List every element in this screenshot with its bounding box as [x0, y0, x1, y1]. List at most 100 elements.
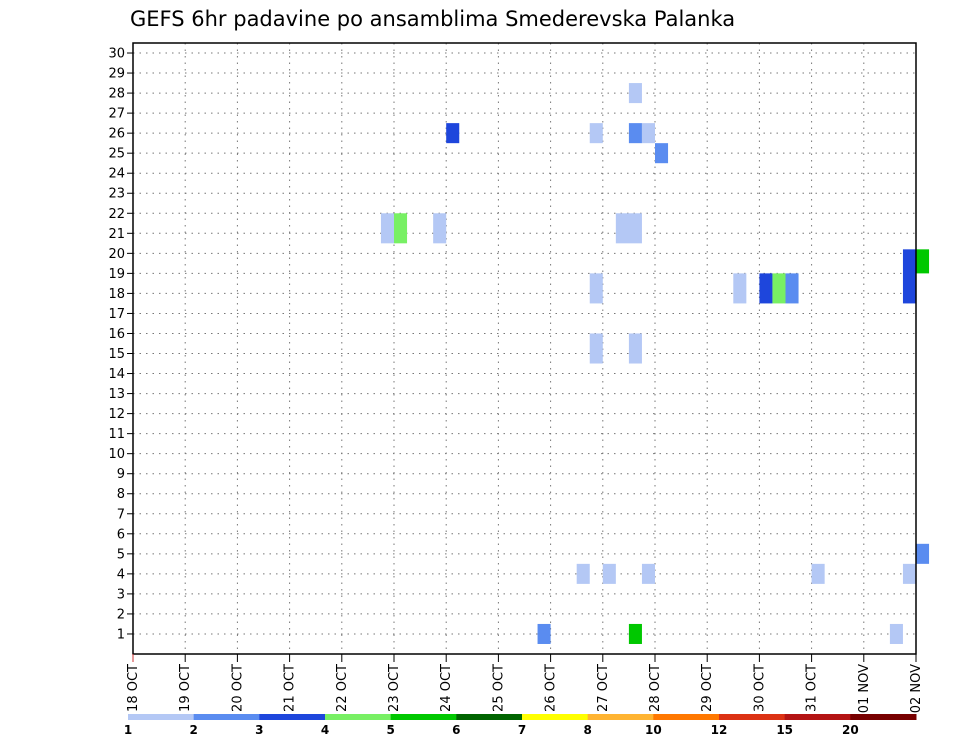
data-cell [589, 273, 603, 304]
data-cell [733, 273, 747, 304]
data-cell [602, 563, 616, 584]
x-tick-label: 01 NOV [857, 664, 872, 713]
data-cell [628, 333, 642, 364]
y-tick-label: 15 [108, 347, 125, 362]
y-tick-label: 8 [117, 487, 125, 502]
legend-label: 3 [255, 723, 263, 737]
x-tick-label: 30 OCT [752, 664, 767, 712]
data-cell [576, 563, 590, 584]
data-cell [615, 213, 642, 244]
data-cell [811, 563, 825, 584]
legend-label: 7 [518, 723, 526, 737]
chart-title: GEFS 6hr padavine po ansamblima Smederev… [130, 7, 735, 31]
y-tick-label: 1 [117, 627, 125, 642]
data-cell [655, 143, 669, 164]
legend-label: 8 [583, 723, 591, 737]
x-tick-label: 23 OCT [387, 664, 402, 712]
legend-swatch [390, 714, 457, 720]
y-tick-label: 30 [108, 47, 125, 62]
y-tick-label: 22 [108, 207, 125, 222]
y-tick-label: 20 [108, 247, 125, 262]
y-tick-label: 5 [117, 547, 125, 562]
data-cell [641, 563, 655, 584]
data-cell [772, 273, 786, 304]
y-tick-label: 6 [117, 527, 125, 542]
data-cell [759, 273, 773, 304]
x-tick-label: 19 OCT [178, 664, 193, 712]
x-tick-label: 29 OCT [700, 664, 715, 712]
y-tick-label: 21 [108, 227, 125, 242]
data-cell [916, 249, 930, 274]
y-tick-label: 29 [108, 67, 125, 82]
y-tick-label: 10 [108, 447, 125, 462]
legend-label: 10 [645, 723, 662, 737]
legend-label: 5 [386, 723, 394, 737]
data-cell [628, 623, 642, 644]
legend-swatch [325, 714, 392, 720]
legend-label: 6 [452, 723, 460, 737]
data-cell [641, 123, 655, 144]
data-cell [433, 213, 447, 244]
legend-swatch [587, 714, 654, 720]
y-tick-label: 9 [117, 467, 125, 482]
legend-swatch [128, 714, 195, 720]
legend-swatch [850, 714, 917, 720]
data-cell [394, 213, 408, 244]
legend-label: 2 [189, 723, 197, 737]
legend-swatch [259, 714, 326, 720]
legend-swatch [456, 714, 523, 720]
color-legend: 1 2 3 4 5 6 7 8 10 12 15 20 [124, 714, 917, 737]
grid-lines [133, 43, 917, 654]
data-cell [628, 83, 642, 104]
x-tick-label: 22 OCT [335, 664, 350, 712]
x-tick-label: 21 OCT [283, 664, 298, 712]
y-tick-label: 23 [108, 187, 125, 202]
legend-label: 15 [776, 723, 793, 737]
legend-label: 12 [711, 723, 728, 737]
legend-swatch [719, 714, 786, 720]
legend-swatch [653, 714, 720, 720]
y-axis: 1234567891011121314151617181920212223242… [108, 47, 133, 642]
data-cell [446, 123, 460, 144]
legend-label: 1 [124, 723, 132, 737]
legend-label: 20 [842, 723, 859, 737]
x-tick-label: 27 OCT [596, 664, 611, 712]
data-cell [589, 333, 603, 364]
legend-swatch [193, 714, 260, 720]
x-tick-label: 02 NOV [909, 664, 924, 713]
y-tick-label: 26 [108, 127, 125, 142]
x-tick-label: 31 OCT [805, 664, 820, 712]
x-tick-label: 20 OCT [230, 664, 245, 712]
data-cell [785, 273, 799, 304]
y-tick-label: 19 [108, 267, 125, 282]
x-tick-label: 28 OCT [648, 664, 663, 712]
data-cell [537, 623, 551, 644]
y-tick-label: 28 [108, 87, 125, 102]
y-tick-label: 7 [117, 507, 125, 522]
legend-swatch [522, 714, 589, 720]
y-tick-label: 25 [108, 147, 125, 162]
data-cell [889, 623, 903, 644]
y-tick-label: 12 [108, 407, 125, 422]
legend-label: 4 [321, 723, 329, 737]
y-tick-label: 14 [108, 367, 125, 382]
x-tick-label: 18 OCT [126, 664, 141, 712]
x-tick-label: 25 OCT [491, 664, 506, 712]
data-cell [902, 249, 916, 304]
data-cells [380, 83, 930, 644]
plot-frame [132, 42, 917, 655]
x-axis: 18 OCT 19 OCT 20 OCT 21 OCT 22 OCT 23 OCT 24 O… [126, 654, 924, 713]
y-tick-label: 16 [108, 327, 125, 342]
data-cell [902, 563, 916, 584]
y-tick-label: 2 [117, 607, 125, 622]
y-tick-label: 27 [108, 107, 125, 122]
y-tick-label: 4 [117, 567, 125, 582]
y-tick-label: 11 [108, 427, 125, 442]
y-tick-label: 13 [108, 387, 125, 402]
y-tick-label: 18 [108, 287, 125, 302]
data-cell [628, 123, 642, 144]
legend-swatch [784, 714, 851, 720]
data-cell [380, 213, 394, 244]
x-tick-label: 26 OCT [544, 664, 559, 712]
